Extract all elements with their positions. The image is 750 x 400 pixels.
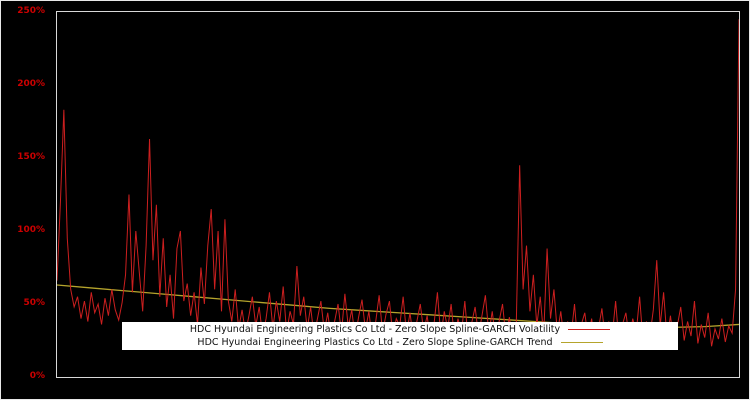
y-axis-tick-label: 150% bbox=[17, 152, 45, 162]
y-axis-tick-label: 50% bbox=[23, 298, 45, 308]
volatility-line-swatch bbox=[568, 329, 611, 330]
y-axis-tick-label: 200% bbox=[17, 79, 45, 89]
legend: HDC Hyundai Engineering Plastics Co Ltd … bbox=[122, 322, 678, 350]
legend-row-trend: HDC Hyundai Engineering Plastics Co Ltd … bbox=[126, 336, 674, 349]
legend-label-trend: HDC Hyundai Engineering Plastics Co Ltd … bbox=[197, 337, 553, 348]
trend-line-swatch bbox=[560, 342, 603, 343]
y-axis-tick-label: 250% bbox=[17, 6, 45, 16]
y-axis-tick-label: 100% bbox=[17, 225, 45, 235]
plot-area: HDC Hyundai Engineering Plastics Co Ltd … bbox=[56, 11, 740, 378]
volatility-series-line bbox=[57, 19, 739, 347]
y-axis-tick-label: 0% bbox=[29, 371, 45, 381]
legend-row-volatility: HDC Hyundai Engineering Plastics Co Ltd … bbox=[126, 323, 674, 336]
legend-label-volatility: HDC Hyundai Engineering Plastics Co Ltd … bbox=[189, 324, 561, 335]
